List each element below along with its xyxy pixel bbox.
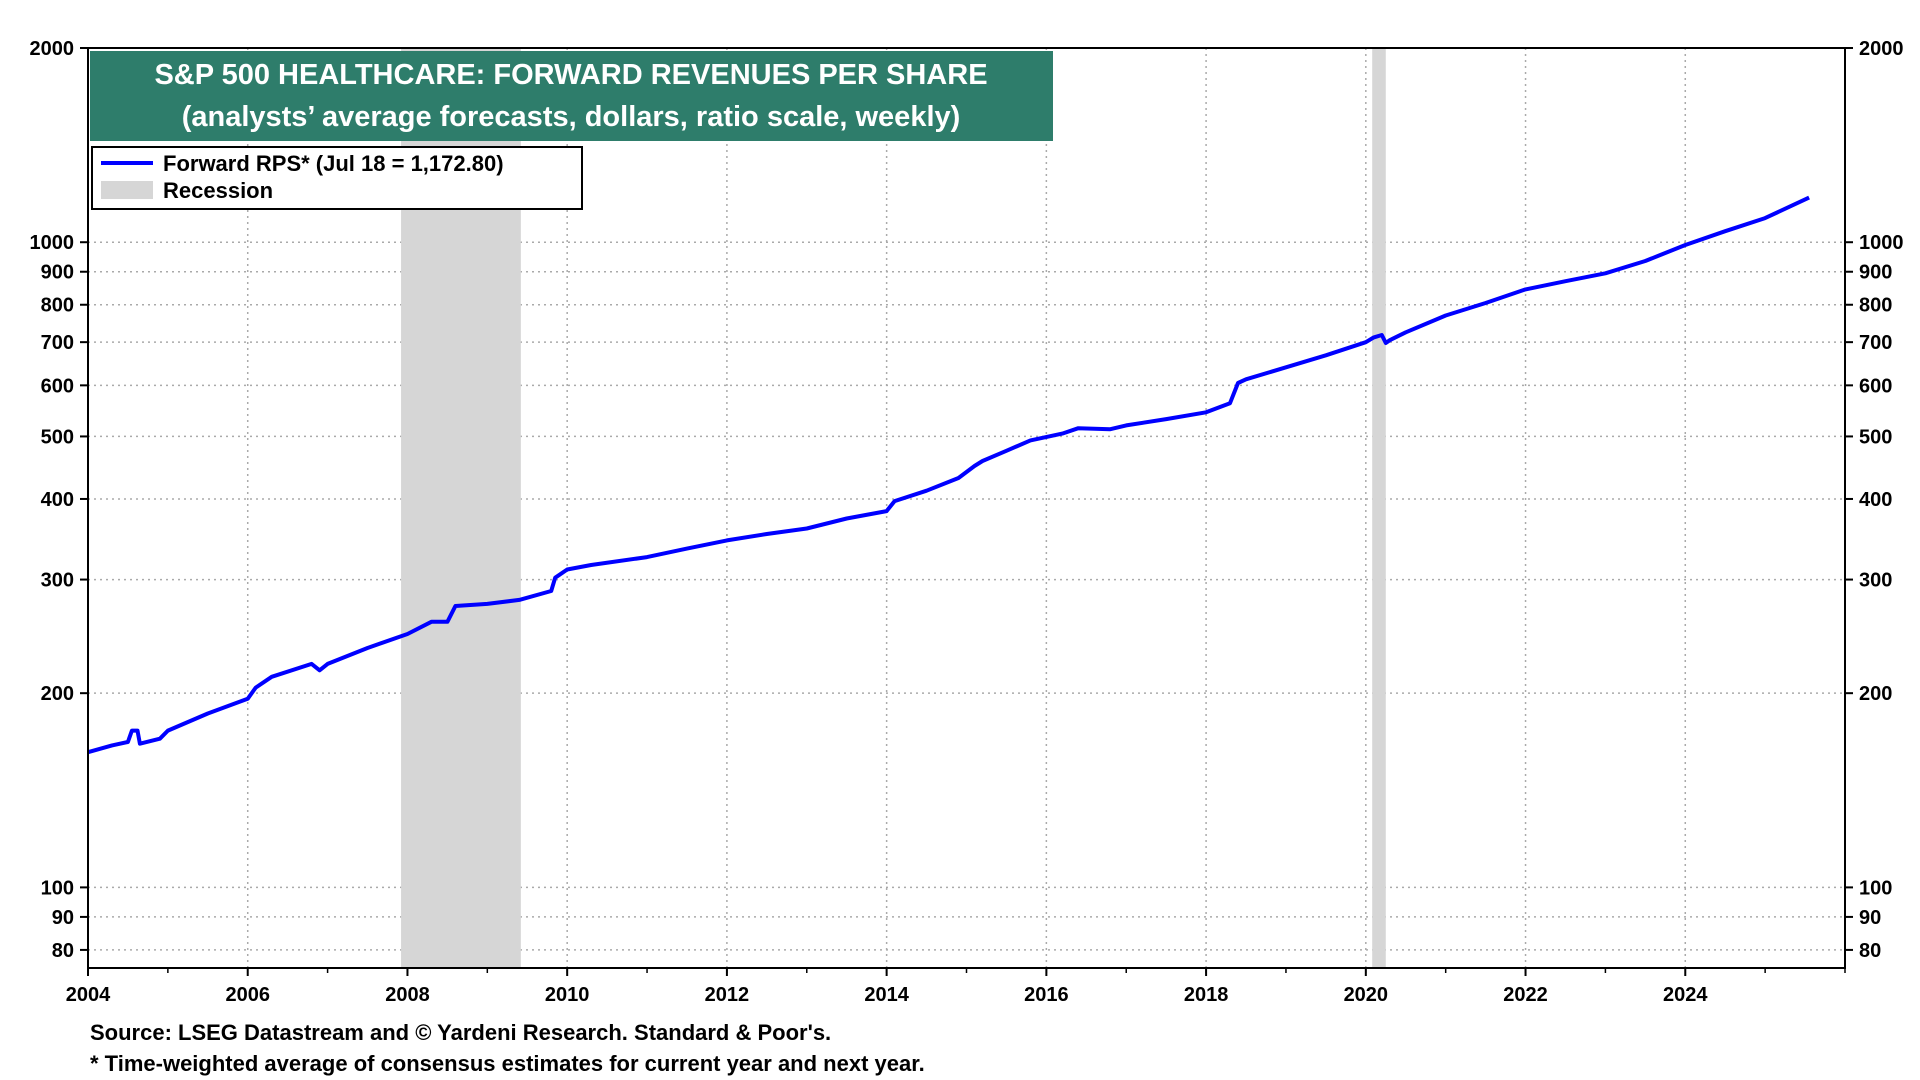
legend-frame xyxy=(91,146,583,210)
x-tick-label: 2010 xyxy=(545,984,590,1006)
x-tick-label: 2008 xyxy=(385,984,430,1006)
series-lines xyxy=(87,195,1810,755)
chart-subtitle: (analysts’ average forecasts, dollars, r… xyxy=(182,101,961,133)
x-tick-label: 2024 xyxy=(1663,984,1708,1006)
legend-recession-swatch xyxy=(101,181,153,199)
y-tick-label-left: 900 xyxy=(41,262,74,284)
source-note: Source: LSEG Datastream and © Yardeni Re… xyxy=(90,1020,831,1045)
y-tick-label-left: 800 xyxy=(41,295,74,317)
title-box: S&P 500 HEALTHCARE: FORWARD REVENUES PER… xyxy=(90,51,1053,141)
y-tick-label-right: 600 xyxy=(1859,375,1892,397)
y-tick-label-right: 90 xyxy=(1859,907,1881,929)
x-tick-label: 2018 xyxy=(1184,984,1229,1006)
y-tick-label-right: 700 xyxy=(1859,332,1892,354)
y-tick-label-right: 1000 xyxy=(1859,232,1904,254)
x-tick-label: 2022 xyxy=(1503,984,1548,1006)
series-line xyxy=(87,195,1810,755)
chart-title: S&P 500 HEALTHCARE: FORWARD REVENUES PER… xyxy=(154,59,987,91)
y-tick-label-left: 500 xyxy=(41,426,74,448)
y-tick-label-left: 80 xyxy=(52,940,74,962)
legend-series-label: Forward RPS* (Jul 18 = 1,172.80) xyxy=(163,151,504,176)
y-tick-label-left: 1000 xyxy=(30,232,75,254)
y-tick-label-left: 200 xyxy=(41,683,74,705)
y-tick-label-right: 200 xyxy=(1859,683,1892,705)
y-tick-label-right: 100 xyxy=(1859,877,1892,899)
y-tick-label-right: 500 xyxy=(1859,426,1892,448)
footnote: * Time-weighted average of consensus est… xyxy=(90,1051,925,1076)
y-tick-label-right: 400 xyxy=(1859,489,1892,511)
x-tick-label: 2014 xyxy=(864,984,909,1006)
y-tick-label-left: 2000 xyxy=(30,38,75,60)
grid xyxy=(88,48,1845,968)
title-background xyxy=(90,51,1053,141)
x-tick-label: 2006 xyxy=(225,984,270,1006)
x-tick-label: 2012 xyxy=(705,984,750,1006)
y-tick-label-right: 800 xyxy=(1859,295,1892,317)
recession-band xyxy=(1372,48,1386,968)
y-tick-label-left: 300 xyxy=(41,570,74,592)
y-tick-label-right: 80 xyxy=(1859,940,1881,962)
y-tick-label-left: 100 xyxy=(41,877,74,899)
y-tick-label-left: 400 xyxy=(41,489,74,511)
y-tick-label-right: 900 xyxy=(1859,262,1892,284)
y-tick-label-left: 700 xyxy=(41,332,74,354)
x-tick-label: 2004 xyxy=(66,984,111,1006)
x-tick-label: 2016 xyxy=(1024,984,1069,1006)
x-tick-label: 2020 xyxy=(1344,984,1389,1006)
y-tick-label-left: 600 xyxy=(41,375,74,397)
y-tick-label-left: 90 xyxy=(52,907,74,929)
y-tick-label-right: 300 xyxy=(1859,570,1892,592)
y-tick-label-right: 2000 xyxy=(1859,38,1904,60)
legend-recession-label: Recession xyxy=(163,178,273,203)
legend: Forward RPS* (Jul 18 = 1,172.80) Recessi… xyxy=(91,146,583,210)
axis-ticks: 2004 2006 2008 2010 2012 2014 2016 2018 2020 2022… xyxy=(30,38,1904,1006)
